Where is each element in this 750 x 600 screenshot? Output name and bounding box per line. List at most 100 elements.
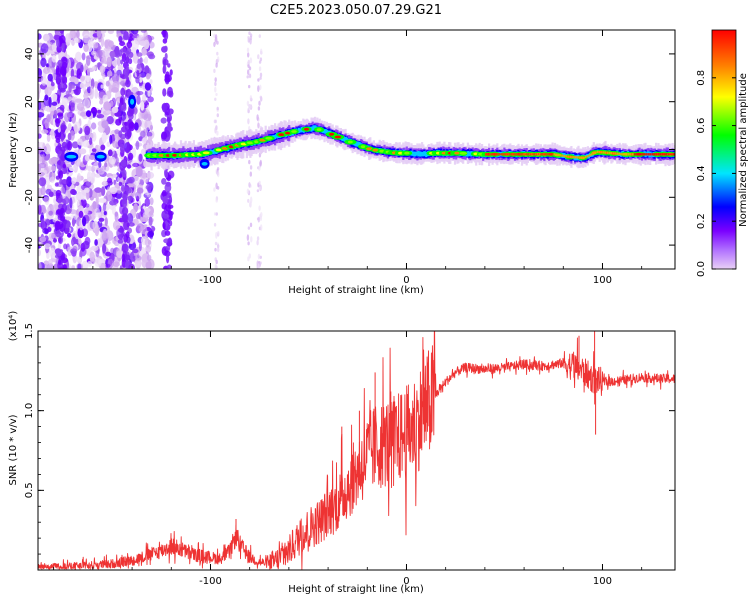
noise-speckle bbox=[86, 68, 91, 76]
faint-streak bbox=[217, 247, 220, 253]
noise-speckle bbox=[144, 119, 153, 130]
ridge-core-line bbox=[588, 154, 591, 157]
noise-speckle bbox=[106, 116, 114, 125]
y-tick-label: 40 bbox=[24, 48, 35, 61]
noise-band-speckle bbox=[56, 221, 64, 230]
noise-band-speckle bbox=[60, 133, 64, 142]
ridge-core-line bbox=[649, 153, 652, 156]
isolated-blob-core bbox=[130, 98, 135, 105]
noise-band-speckle bbox=[61, 141, 67, 149]
noise-band-speckle bbox=[57, 142, 62, 150]
noise-speckle bbox=[84, 181, 92, 188]
faint-streak bbox=[247, 198, 250, 203]
noise-speckle bbox=[132, 248, 139, 254]
ridge-core-line bbox=[600, 151, 603, 154]
ridge-core-line bbox=[490, 153, 493, 156]
noise-speckle bbox=[60, 186, 66, 194]
faint-streak bbox=[260, 224, 263, 231]
noise-speckle bbox=[49, 222, 54, 229]
noise-speckle bbox=[53, 238, 57, 243]
noise-speckle bbox=[149, 197, 154, 206]
faint-streak bbox=[258, 186, 261, 191]
noise-band-speckle bbox=[168, 210, 173, 221]
ridge-core-line bbox=[530, 153, 532, 156]
ridge-core-line bbox=[645, 153, 648, 156]
ridge-core-line bbox=[596, 150, 599, 154]
noise-speckle bbox=[146, 171, 155, 179]
noise-speckle bbox=[70, 213, 78, 221]
noise-speckle bbox=[107, 70, 113, 78]
noise-band-speckle bbox=[166, 264, 172, 269]
x-tick-label: -100 bbox=[199, 275, 222, 286]
x-tick-label: 0 bbox=[403, 275, 409, 286]
ridge-core-line bbox=[541, 153, 544, 156]
ridge-core-line bbox=[673, 153, 675, 156]
noise-band-speckle bbox=[168, 90, 174, 98]
noise-band-speckle bbox=[167, 63, 171, 68]
noise-speckle bbox=[136, 34, 144, 40]
ridge-core-line bbox=[633, 153, 636, 156]
colorbar-gradient bbox=[711, 29, 737, 270]
noise-speckle bbox=[136, 70, 140, 77]
ridge-blob-core bbox=[202, 151, 210, 155]
noise-band-speckle bbox=[164, 45, 168, 52]
ridge-core-line bbox=[629, 153, 632, 156]
noise-speckle bbox=[114, 45, 120, 57]
faint-streak bbox=[247, 118, 250, 125]
faint-streak bbox=[259, 72, 263, 78]
faint-streak bbox=[259, 255, 262, 259]
noise-speckle bbox=[149, 79, 153, 85]
noise-speckle bbox=[146, 254, 152, 261]
noise-speckle bbox=[90, 133, 95, 139]
ridge-core-line bbox=[496, 153, 499, 156]
noise-speckle bbox=[71, 265, 75, 269]
faint-streak bbox=[215, 212, 218, 216]
noise-band-speckle bbox=[169, 220, 173, 227]
noise-speckle bbox=[50, 81, 55, 87]
ridge-core-line bbox=[637, 153, 640, 156]
y-tick-label: 20 bbox=[24, 95, 35, 108]
noise-speckle bbox=[77, 227, 84, 239]
noise-speckle bbox=[40, 76, 48, 86]
ridge-blob-core bbox=[291, 130, 297, 133]
ridge-blob-core bbox=[316, 128, 322, 132]
noise-speckle bbox=[43, 146, 47, 153]
noise-band-speckle bbox=[61, 76, 67, 81]
noise-speckle bbox=[80, 190, 87, 201]
noise-speckle bbox=[102, 243, 107, 254]
noise-band-speckle bbox=[55, 74, 60, 85]
faint-streak bbox=[247, 256, 250, 262]
noise-band-speckle bbox=[59, 30, 65, 34]
noise-speckle bbox=[134, 258, 142, 269]
noise-band-speckle bbox=[119, 133, 126, 140]
faint-streak bbox=[257, 106, 261, 111]
ridge-core-line bbox=[571, 155, 573, 159]
faint-streak bbox=[259, 95, 262, 100]
faint-streak bbox=[257, 54, 260, 60]
faint-streak bbox=[248, 66, 252, 71]
noise-speckle bbox=[46, 252, 50, 259]
faint-streak bbox=[217, 230, 220, 235]
faint-streak bbox=[247, 241, 250, 246]
noise-speckle bbox=[117, 64, 124, 71]
faint-streak bbox=[217, 244, 220, 249]
noise-speckle bbox=[89, 251, 95, 262]
noise-band-speckle bbox=[60, 124, 67, 131]
noise-speckle bbox=[84, 82, 91, 88]
ridge-core-line bbox=[518, 153, 520, 156]
ridge-core-line bbox=[486, 153, 489, 156]
noise-band-speckle bbox=[54, 118, 61, 124]
isolated-blob-core bbox=[201, 162, 208, 166]
faint-streak bbox=[246, 47, 250, 53]
noise-band-speckle bbox=[62, 61, 68, 70]
noise-speckle bbox=[71, 177, 77, 185]
noise-speckle bbox=[100, 37, 105, 48]
faint-streak bbox=[215, 62, 218, 68]
faint-streak bbox=[257, 253, 261, 260]
noise-speckle bbox=[140, 130, 146, 138]
faint-streak bbox=[247, 59, 250, 65]
noise-speckle bbox=[140, 101, 145, 111]
noise-speckle bbox=[80, 111, 87, 117]
noise-speckle bbox=[116, 187, 122, 194]
x-tick-label: -100 bbox=[199, 576, 222, 587]
